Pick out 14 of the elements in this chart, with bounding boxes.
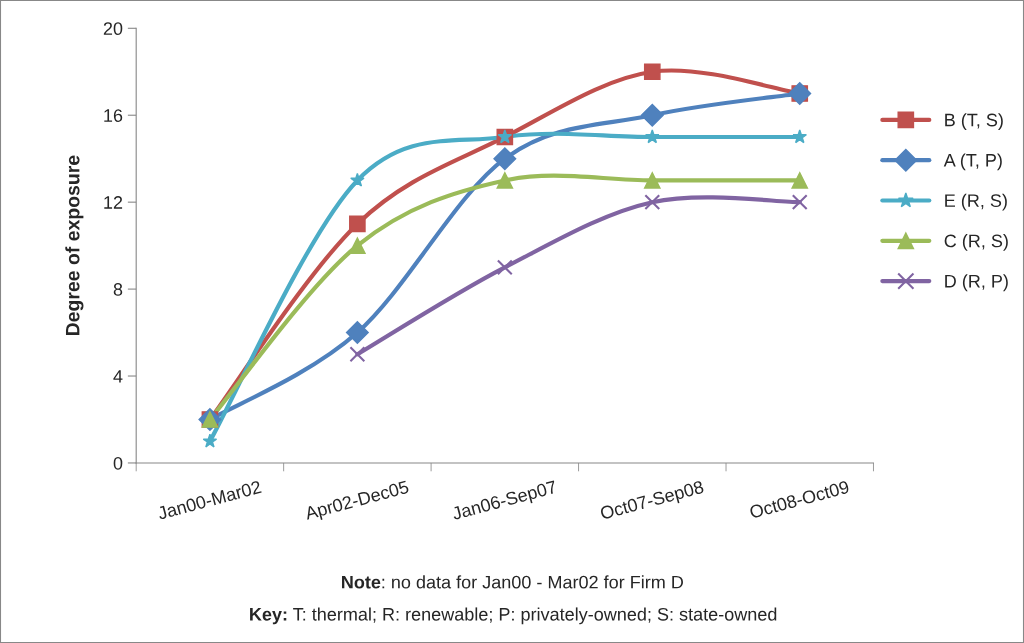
text: Key: T: thermal; R: renewable; P: privately-owned; S: state-owned <box>250 607 777 625</box>
legend-label: D (R, P) <box>945 274 1008 292</box>
y-axis-title: Degree of exposure <box>65 155 84 336</box>
text: Note: no data for Jan00 - Mar02 for Firm D <box>342 575 683 589</box>
legend-label: B (T, S) <box>945 113 1003 130</box>
y-tick-label: 12 <box>104 196 123 209</box>
y-tick-label: 20 <box>103 22 123 36</box>
y-tick-label: 0 <box>113 456 123 470</box>
y-tick-label: 16 <box>104 109 123 122</box>
y-tick-label: 8 <box>113 283 123 296</box>
legend-label: A (T, P) <box>943 153 1002 171</box>
legend-label: C (R, S) <box>944 234 1008 251</box>
y-tick-label: 4 <box>113 370 123 383</box>
legend-label: E (R, S) <box>945 193 1007 211</box>
